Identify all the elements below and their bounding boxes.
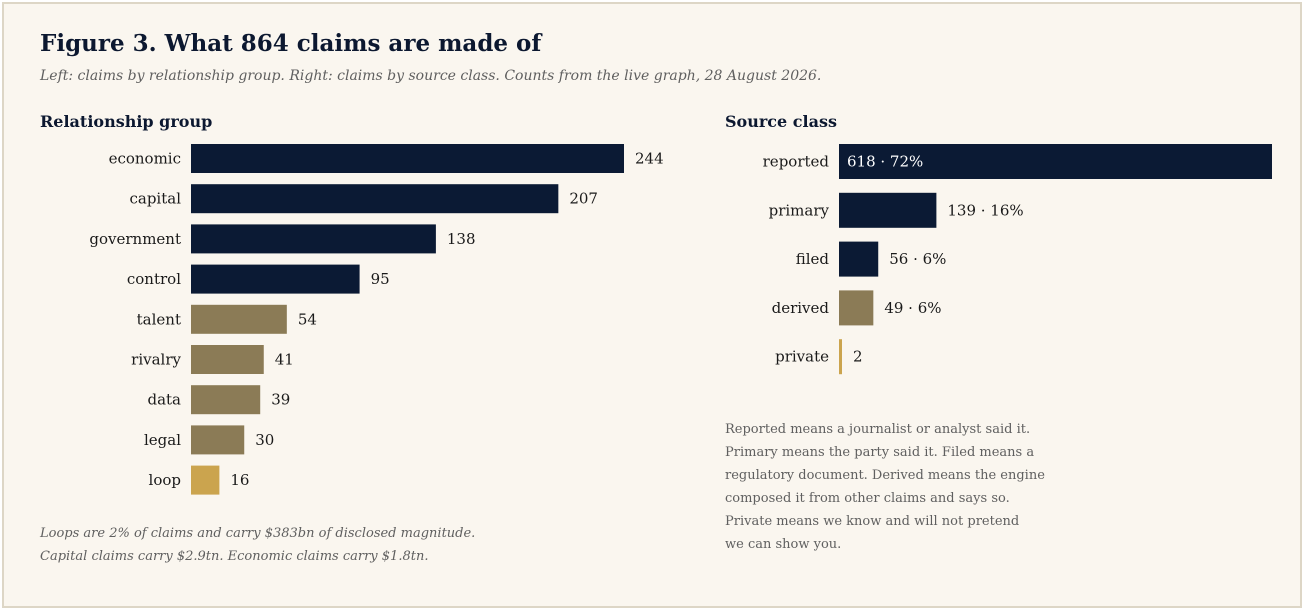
relationship-category-label: loop <box>149 471 181 489</box>
figure-title: Figure 3. What 864 claims are made of <box>40 30 542 57</box>
source-class-value-label: 618 · 72% <box>847 153 923 171</box>
source-class-bar-derived <box>839 290 874 326</box>
relationship-value-label: 244 <box>635 150 664 168</box>
relationship-bar-economic <box>191 144 624 173</box>
relationship-note: Loops are 2% of claims and carry $383bn … <box>40 522 475 568</box>
relationship-bar-data <box>191 385 261 415</box>
relationship-bar-rivalry <box>191 345 264 374</box>
relationship-value-label: 207 <box>569 190 598 208</box>
relationship-category-label: capital <box>129 190 181 208</box>
source-class-category-label: private <box>775 348 829 366</box>
relationship-value-label: 95 <box>371 270 390 288</box>
source-class-bar-private <box>839 339 842 375</box>
relationship-note-line: Loops are 2% of claims and carry $383bn … <box>40 526 476 541</box>
source-class-value-label: 139 · 16% <box>947 201 1023 219</box>
relationship-value-label: 39 <box>271 391 290 409</box>
relationship-bar-control <box>191 264 360 294</box>
relationship-group-chart: economic 244 capital 207 government 138 contro… <box>89 144 664 495</box>
relationship-value-label: 41 <box>275 351 294 369</box>
source-class-category-label: primary <box>769 201 830 219</box>
relationship-category-label: government <box>89 230 181 248</box>
source-class-note-line: Reported means a journalist or analyst s… <box>725 422 1031 437</box>
source-class-note-line: regulatory document. Derived means the e… <box>725 468 1045 483</box>
source-class-note-line: composed it from other claims and says s… <box>725 491 1010 506</box>
relationship-group-title: Relationship group <box>40 112 213 131</box>
relationship-value-label: 30 <box>255 431 274 449</box>
source-class-bar-filed <box>839 241 879 277</box>
source-class-value-label: 49 · 6% <box>884 299 941 317</box>
relationship-bar-legal <box>191 425 245 455</box>
relationship-category-label: rivalry <box>131 351 181 369</box>
relationship-value-label: 138 <box>447 230 476 248</box>
relationship-bar-capital <box>191 184 559 214</box>
source-class-note-line: we can show you. <box>725 537 842 552</box>
source-class-category-label: filed <box>796 250 830 268</box>
source-class-category-label: derived <box>772 299 830 317</box>
source-class-note-line: Private means we know and will not prete… <box>725 514 1020 529</box>
relationship-note-line: Capital claims carry $2.9tn. Economic cl… <box>40 549 429 564</box>
relationship-bar-government <box>191 224 436 254</box>
source-class-bar-primary <box>839 192 937 228</box>
source-class-category-label: reported <box>763 153 830 171</box>
source-class-value-label: 2 <box>853 348 863 366</box>
relationship-value-label: 16 <box>230 471 249 489</box>
relationship-category-label: legal <box>144 431 181 449</box>
source-class-title: Source class <box>725 112 837 131</box>
relationship-value-label: 54 <box>298 310 317 328</box>
relationship-bar-loop <box>191 465 220 495</box>
relationship-category-label: control <box>127 270 181 288</box>
relationship-category-label: talent <box>137 310 181 328</box>
relationship-category-label: data <box>147 391 181 409</box>
figure-subtitle: Left: claims by relationship group. Righ… <box>40 68 822 84</box>
relationship-category-label: economic <box>109 150 181 168</box>
relationship-bar-talent <box>191 304 287 334</box>
source-class-note: Reported means a journalist or analyst s… <box>725 418 1045 556</box>
source-class-chart: reported 618 · 72% primary 139 · 16% filed 56… <box>763 144 1272 375</box>
source-class-value-label: 56 · 6% <box>889 250 946 268</box>
source-class-bar-reported <box>839 144 1272 179</box>
source-class-note-line: Primary means the party said it. Filed m… <box>725 445 1035 460</box>
